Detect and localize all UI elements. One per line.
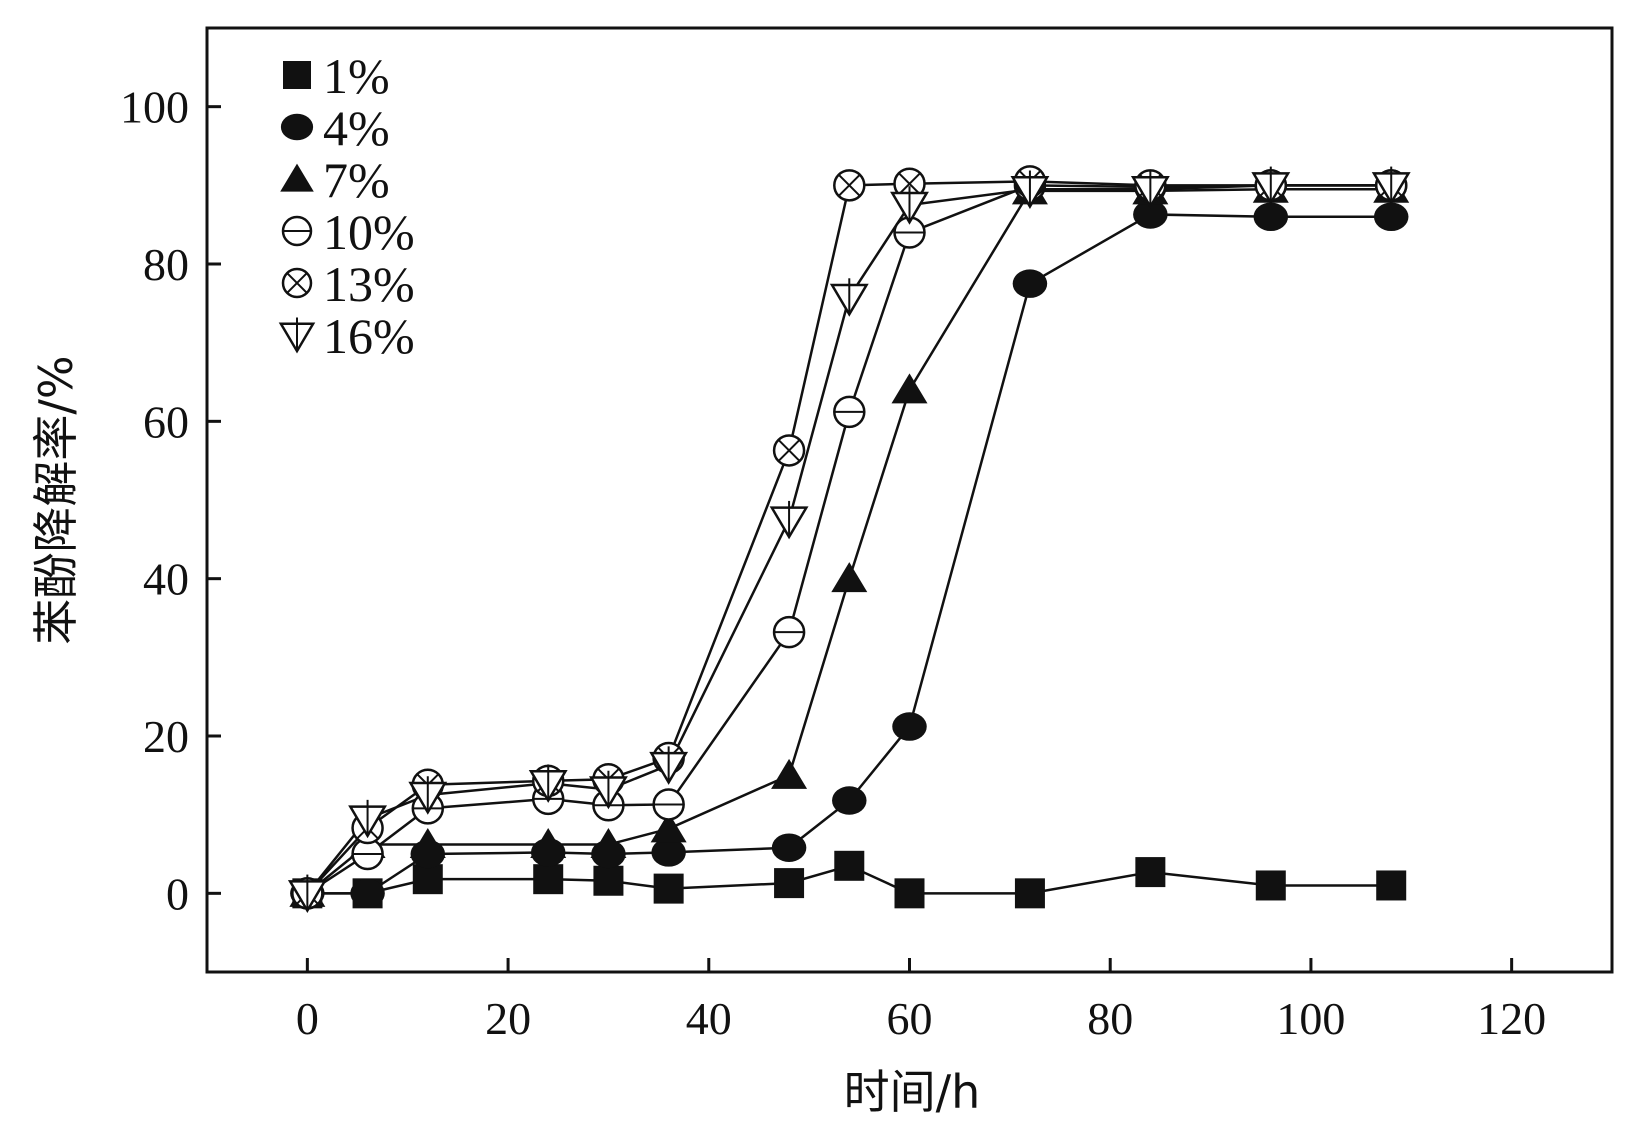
- marker-circle: [1253, 202, 1289, 232]
- marker-circle-open: [772, 615, 806, 649]
- marker-triangle-down: [649, 746, 689, 785]
- y-axis-title: 苯酚降解率/%: [29, 355, 83, 644]
- marker-triangle-down: [1010, 170, 1050, 209]
- y-tick-label: 100: [120, 82, 189, 133]
- marker-square: [1376, 870, 1407, 901]
- legend-label: 16%: [323, 308, 415, 364]
- y-tick-label: 0: [166, 868, 189, 919]
- x-tick-label: 100: [1276, 993, 1345, 1044]
- marker-square: [894, 878, 925, 909]
- x-tick-label: 0: [296, 993, 319, 1044]
- marker-square: [1135, 857, 1166, 888]
- marker-circle-open: [351, 837, 384, 871]
- x-axis-title: 时间/h: [844, 1065, 981, 1119]
- marker-circle-open: [652, 788, 685, 821]
- marker-circle-x: [833, 169, 866, 202]
- x-tick-label: 20: [485, 993, 531, 1044]
- x-tick-label: 120: [1477, 993, 1546, 1044]
- marker-square: [593, 865, 624, 896]
- legend-item: 7%: [280, 152, 390, 208]
- marker-circle: [892, 712, 927, 741]
- legend-item: 1%: [283, 48, 390, 104]
- marker-triangle-down: [1251, 166, 1291, 206]
- marker-triangle: [409, 828, 446, 859]
- axis-ticks: 0 20 40 60 80 100 120 0 20 40 60 80 100: [120, 82, 1546, 1044]
- marker-triangle: [650, 812, 687, 843]
- marker-circle: [350, 879, 385, 908]
- y-tick-label: 60: [143, 396, 189, 447]
- legend-label: 10%: [323, 204, 415, 260]
- marker-triangle: [771, 758, 808, 789]
- x-tick-label: 40: [686, 993, 732, 1044]
- marker-circle: [832, 786, 867, 815]
- legend: 1%4%7%10%13%16%: [278, 48, 415, 364]
- marker-triangle-down: [408, 776, 448, 815]
- marker-circle: [651, 838, 686, 867]
- marker-triangle: [831, 562, 868, 593]
- marker-triangle-down: [829, 278, 869, 317]
- legend-item: 10%: [281, 204, 415, 260]
- marker-square: [283, 61, 311, 89]
- y-tick-label: 20: [143, 711, 189, 762]
- marker-circle: [280, 113, 314, 141]
- marker-triangle-down: [528, 764, 568, 803]
- x-tick-label: 60: [887, 993, 933, 1044]
- marker-circle: [1373, 202, 1409, 232]
- legend-item: 4%: [280, 100, 390, 156]
- marker-square: [774, 868, 805, 899]
- legend-label: 13%: [323, 256, 415, 312]
- marker-square: [653, 873, 684, 904]
- marker-triangle-down: [890, 186, 929, 225]
- marker-square: [533, 864, 564, 895]
- marker-cross: [777, 439, 801, 462]
- marker-triangle-down: [1130, 170, 1170, 209]
- y-tick-label: 80: [143, 239, 189, 290]
- marker-cross: [837, 174, 861, 197]
- marker-triangle-down: [278, 317, 316, 354]
- marker-circle-open: [281, 215, 313, 247]
- marker-circle-open: [833, 395, 866, 429]
- marker-circle-x: [281, 267, 313, 299]
- marker-square: [1255, 870, 1286, 901]
- x-tick-label: 80: [1087, 993, 1133, 1044]
- legend-label: 1%: [323, 48, 390, 104]
- series-markers: [287, 165, 1411, 914]
- marker-triangle: [891, 373, 928, 404]
- marker-triangle-down: [1371, 166, 1411, 206]
- marker-triangle-down: [348, 799, 388, 839]
- marker-square: [834, 850, 865, 881]
- marker-circle-x: [772, 434, 806, 467]
- y-tick-label: 40: [143, 554, 189, 605]
- marker-triangle: [590, 828, 627, 859]
- marker-cross: [898, 172, 921, 196]
- legend-label: 7%: [323, 152, 390, 208]
- marker-circle: [1012, 269, 1048, 298]
- legend-item: 13%: [281, 256, 415, 312]
- marker-triangle-down: [769, 500, 809, 540]
- marker-triangle-down: [287, 874, 327, 914]
- marker-circle: [1133, 200, 1168, 229]
- marker-circle: [771, 833, 807, 862]
- marker-triangle: [530, 828, 567, 859]
- marker-triangle-down: [588, 770, 628, 810]
- marker-square: [1014, 878, 1045, 909]
- legend-item: 16%: [278, 308, 415, 364]
- marker-square: [412, 864, 443, 895]
- marker-cross: [286, 272, 308, 294]
- marker-triangle: [280, 163, 314, 192]
- legend-label: 4%: [323, 100, 390, 156]
